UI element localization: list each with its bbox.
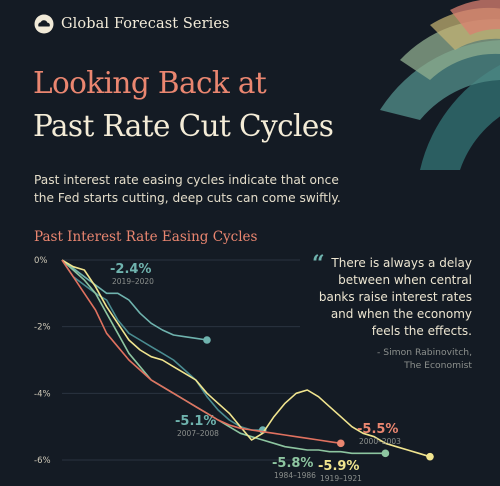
series-value-label: -5.1% <box>175 414 216 429</box>
brand: Global Forecast Series <box>34 14 230 34</box>
quote-icon: “ <box>312 251 325 277</box>
decorative-arcs <box>380 0 500 170</box>
series-value-label: -5.5% <box>357 422 398 437</box>
cloud-logo-icon <box>34 14 54 34</box>
easing-cycles-chart: 0% -2% -4% -6% -2.4%2019–2020 -5.1%2007–2008 -… <box>34 256 434 483</box>
series-end-point <box>203 336 211 344</box>
y-tick-label: -4% <box>34 389 51 399</box>
series-line-3 <box>61 259 431 458</box>
series-period-label: 2000–2003 <box>359 437 401 446</box>
intro-text: Past interest rate easing cycles indicat… <box>34 173 341 205</box>
y-tick-label: -6% <box>34 456 51 466</box>
quote-block: “ There is always a delay between when c… <box>312 251 472 372</box>
series-period-label: 1919–1921 <box>320 474 362 483</box>
series-line-1 <box>61 259 263 431</box>
quote-author-source: The Economist <box>404 359 472 371</box>
page-title-line-2: Past Rate Cut Cycles <box>33 109 334 143</box>
quote-author: - Simon Rabinovitch, The Economist <box>312 347 472 372</box>
series-period-label: 1984–1986 <box>274 471 316 480</box>
series-end-point <box>426 452 434 461</box>
series-line-4 <box>61 259 341 445</box>
y-tick-label: -2% <box>34 323 51 333</box>
series-period-label: 2007–2008 <box>177 429 219 438</box>
series-period-label: 2019–2020 <box>112 277 154 286</box>
series-end-point <box>336 439 345 448</box>
series-line-2 <box>61 259 386 455</box>
chart-title: Past Interest Rate Easing Cycles <box>34 229 258 245</box>
series-line-0 <box>61 259 208 341</box>
quote-text: There is always a delay between when cen… <box>318 256 472 338</box>
y-tick-label: 0% <box>34 256 48 266</box>
series-value-label: -5.8% <box>272 456 313 471</box>
series-value-label: -2.4% <box>110 262 151 277</box>
quote-author-name: - Simon Rabinovitch, <box>377 347 472 358</box>
brand-name: Global Forecast Series <box>61 16 230 32</box>
series-value-label: -5.9% <box>318 459 359 474</box>
series-end-point <box>381 449 390 458</box>
page-title-line-1: Looking Back at <box>33 66 267 100</box>
